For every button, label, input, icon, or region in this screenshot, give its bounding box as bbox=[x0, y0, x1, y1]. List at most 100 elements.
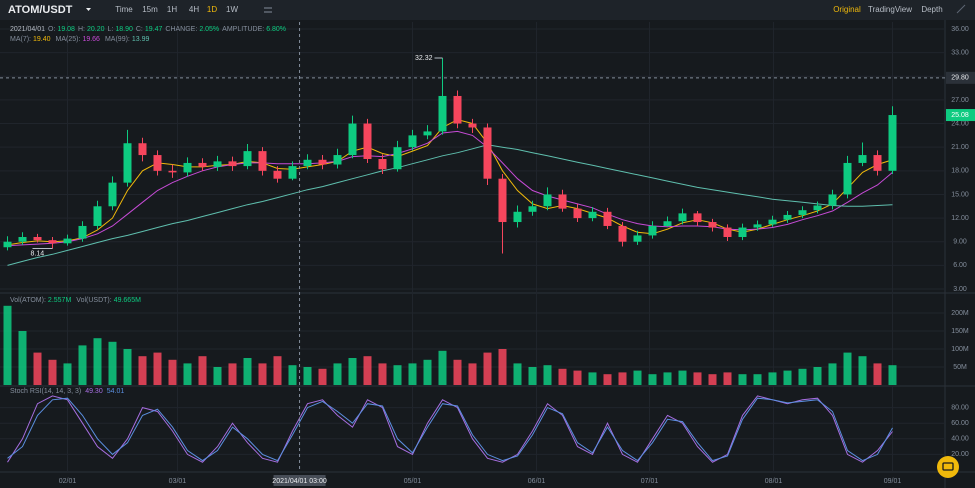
candle-body bbox=[648, 225, 657, 236]
y-tick-label: 33.00 bbox=[951, 49, 969, 56]
volume-bar bbox=[378, 363, 387, 385]
candle-body bbox=[198, 162, 207, 167]
volume-bar bbox=[693, 372, 702, 385]
view-tab[interactable]: Original bbox=[833, 5, 861, 14]
volume-bar bbox=[393, 365, 402, 385]
plot-layer: Time 15m 1H 4H 1D 1W Original TradingView Depth 0… bbox=[0, 5, 975, 486]
legend-text: Vol(USDT): bbox=[76, 297, 111, 304]
dropdown-arrow[interactable] bbox=[86, 8, 91, 11]
candle-body bbox=[273, 170, 282, 179]
volume-bar bbox=[138, 356, 147, 385]
y-tick-label: 6.00 bbox=[953, 262, 967, 269]
y-tick-label: 150M bbox=[951, 328, 969, 335]
y-tick-label: 9.00 bbox=[953, 239, 967, 246]
volume-bar bbox=[348, 358, 357, 385]
volume-bar bbox=[123, 349, 132, 385]
candle-body bbox=[603, 211, 612, 226]
legend-text: 49.665M bbox=[114, 297, 141, 304]
candle-body bbox=[333, 155, 342, 165]
volume-bar bbox=[258, 363, 267, 385]
candle-body bbox=[363, 123, 372, 159]
legend-text: C: bbox=[136, 26, 143, 33]
view-tab[interactable]: TradingView bbox=[868, 5, 912, 14]
volume-bar bbox=[738, 374, 747, 385]
candle-body bbox=[378, 159, 387, 170]
volume-bar bbox=[228, 363, 237, 385]
legend-text: 18.90 bbox=[115, 26, 133, 33]
candle-body bbox=[33, 237, 42, 241]
interval-tab[interactable]: 1H bbox=[167, 5, 177, 14]
volume-bar bbox=[93, 338, 102, 385]
candle-body bbox=[633, 235, 642, 242]
volume-bar bbox=[198, 356, 207, 385]
candle-body bbox=[513, 211, 522, 223]
y-tick-label: 60.00 bbox=[951, 420, 969, 427]
volume-bar bbox=[543, 365, 552, 385]
interval-tab[interactable]: 1W bbox=[226, 5, 238, 14]
volume-bar bbox=[78, 345, 87, 385]
candle-body bbox=[663, 221, 672, 226]
candle-body bbox=[738, 227, 747, 237]
legend-text: AMPLITUDE: bbox=[222, 26, 264, 33]
fullscreen-icon[interactable] bbox=[956, 4, 966, 14]
volume-bar bbox=[153, 352, 162, 385]
interval-tab[interactable]: Time bbox=[115, 5, 133, 14]
symbol[interactable]: ATOM/USDT bbox=[8, 4, 73, 16]
candle-body bbox=[48, 240, 57, 244]
volume-bar bbox=[573, 370, 582, 385]
candle-body bbox=[558, 194, 567, 209]
legend-row: 2021/04/01 O: 19.08 H: 20.20 L: 18.90 C: 19.47 CH… bbox=[10, 26, 286, 33]
candle-body bbox=[528, 206, 537, 212]
volume-bar bbox=[798, 368, 807, 385]
legend-text: 20.20 bbox=[87, 26, 105, 33]
y-tick-label: 3.00 bbox=[953, 286, 967, 293]
volume-bar bbox=[603, 374, 612, 385]
candle-body bbox=[168, 170, 177, 173]
y-tick-label: 24.00 bbox=[951, 120, 969, 127]
volume-bar bbox=[828, 363, 837, 385]
y-tick-label: 100M bbox=[951, 346, 969, 353]
legend-text: 19.66 bbox=[82, 36, 100, 43]
ma-line bbox=[7, 144, 893, 266]
interval-tab[interactable]: 4H bbox=[189, 5, 199, 14]
candle-body bbox=[288, 166, 297, 179]
candle-body bbox=[873, 155, 882, 171]
max-marker-label: 32.32 bbox=[415, 55, 433, 62]
legend-text: 19.47 bbox=[145, 26, 163, 33]
volume-bar bbox=[63, 363, 72, 385]
volume-bar bbox=[423, 359, 432, 385]
interval-tab[interactable]: 1D bbox=[207, 5, 217, 14]
volume-bar bbox=[708, 374, 717, 385]
toolbar bbox=[0, 0, 975, 20]
crosshair-y-label: 29.80 bbox=[951, 75, 969, 82]
volume-bar bbox=[408, 363, 417, 385]
view-tab[interactable]: Depth bbox=[921, 5, 942, 14]
volume-bar bbox=[783, 370, 792, 385]
chat-button[interactable] bbox=[937, 456, 959, 478]
candle-body bbox=[723, 227, 732, 237]
crosshair-x-label: 2021/04/01 03:00 bbox=[272, 478, 327, 485]
candle-body bbox=[123, 143, 132, 183]
legend-text: 2.05% bbox=[199, 26, 219, 33]
candle-body bbox=[543, 194, 552, 207]
volume-bar bbox=[648, 374, 657, 385]
candle-body bbox=[498, 178, 507, 223]
volume-bar bbox=[513, 363, 522, 385]
candle-body bbox=[243, 151, 252, 167]
x-tick-label: 05/01 bbox=[404, 478, 422, 485]
y-tick-label: 80.00 bbox=[951, 404, 969, 411]
interval-tab[interactable]: 15m bbox=[142, 5, 158, 14]
candle-body bbox=[453, 95, 462, 124]
legend-text: H: bbox=[78, 26, 85, 33]
settings-icon[interactable] bbox=[264, 7, 272, 13]
candle-body bbox=[708, 222, 717, 228]
volume-bar bbox=[468, 363, 477, 385]
volume-bar bbox=[768, 372, 777, 385]
volume-bar bbox=[303, 367, 312, 385]
candle-body bbox=[108, 182, 117, 207]
candle-body bbox=[618, 225, 627, 242]
legend-text: CHANGE: bbox=[165, 26, 197, 33]
candle-body bbox=[183, 162, 192, 173]
volume-bar bbox=[48, 359, 57, 385]
